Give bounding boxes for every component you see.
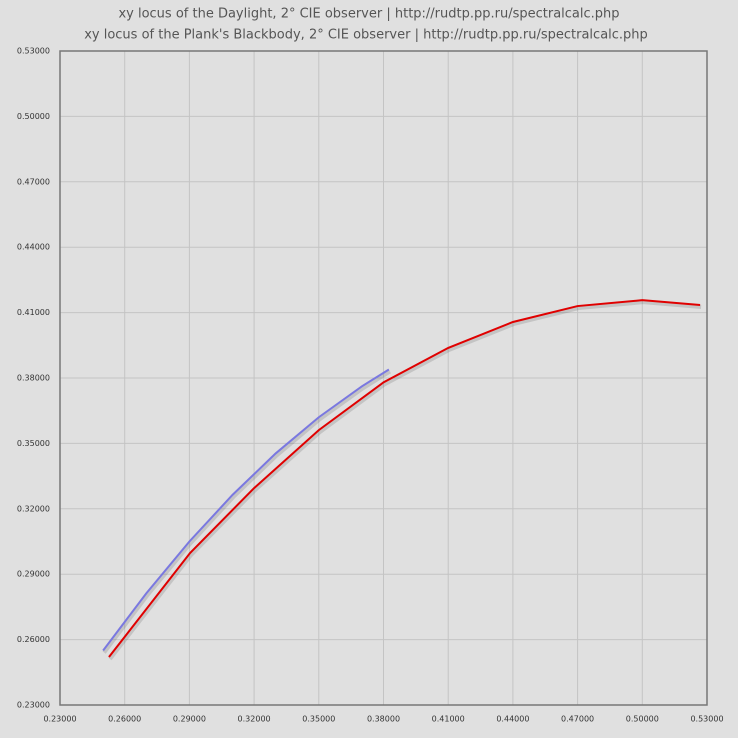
- x-tick-label: 0.47000: [561, 715, 594, 724]
- y-tick-label: 0.53000: [17, 47, 50, 56]
- chart-title: xy locus of the Plank's Blackbody, 2° CI…: [84, 28, 648, 43]
- x-tick-label: 0.53000: [690, 715, 723, 724]
- x-tick-label: 0.26000: [108, 715, 141, 724]
- x-tick-label: 0.38000: [367, 715, 400, 724]
- x-tick-label: 0.41000: [432, 715, 465, 724]
- x-tick-label: 0.29000: [173, 715, 206, 724]
- y-tick-label: 0.50000: [17, 112, 50, 121]
- series-shadow: [102, 369, 391, 654]
- y-tick-label: 0.26000: [17, 635, 50, 644]
- x-tick-label: 0.23000: [43, 715, 76, 724]
- plot-border: [59, 50, 708, 706]
- y-tick-label: 0.41000: [17, 308, 50, 317]
- y-tick-label: 0.44000: [17, 243, 50, 252]
- x-tick-label: 0.50000: [626, 715, 659, 724]
- series-line: [108, 299, 701, 658]
- x-tick-label: 0.32000: [238, 715, 271, 724]
- y-tick-label: 0.38000: [17, 374, 50, 383]
- y-tick-label: 0.35000: [17, 439, 50, 448]
- chart-title: xy locus of the Daylight, 2° CIE observe…: [118, 7, 619, 22]
- y-tick-label: 0.47000: [17, 177, 50, 186]
- y-tick-label: 0.23000: [17, 701, 50, 710]
- series-shadow: [108, 300, 702, 661]
- y-tick-label: 0.32000: [17, 504, 50, 513]
- x-tick-label: 0.44000: [496, 715, 529, 724]
- x-tick-label: 0.35000: [302, 715, 335, 724]
- series-line: [102, 368, 390, 652]
- y-tick-label: 0.29000: [17, 570, 50, 579]
